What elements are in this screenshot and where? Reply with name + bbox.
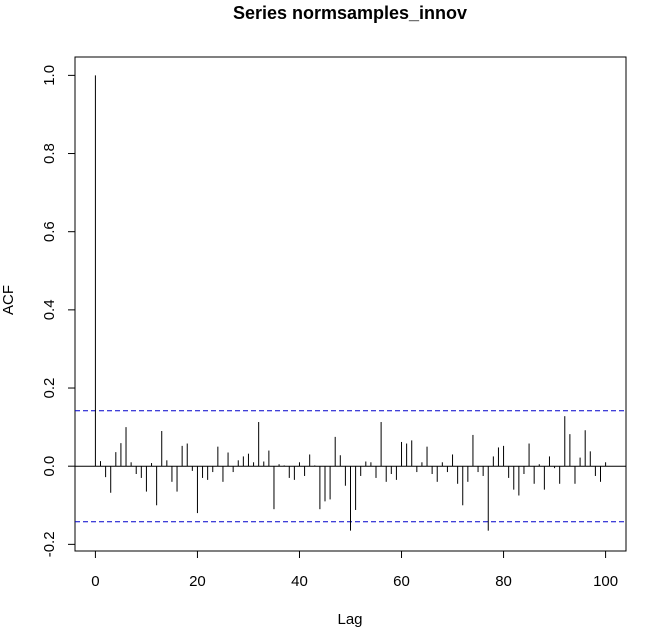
y-tick-label: 0.2	[41, 378, 58, 399]
y-axis-label: ACF	[0, 285, 17, 315]
y-tick-label: 0.4	[41, 299, 58, 320]
y-tick-label: 0.8	[41, 143, 58, 164]
x-tick-label: 60	[393, 573, 410, 590]
y-tick-label: -0.2	[41, 531, 58, 557]
x-axis-label: Lag	[337, 611, 362, 628]
plot-frame	[74, 56, 627, 552]
y-tick-label: 0.6	[41, 221, 58, 242]
x-tick-label: 0	[91, 573, 99, 590]
chart-title: Series normsamples_innov	[233, 3, 467, 23]
x-tick-label: 100	[593, 573, 618, 590]
y-tick-label: 0.0	[41, 456, 58, 477]
y-tick-label: 1.0	[41, 65, 58, 86]
x-tick-label: 20	[189, 573, 206, 590]
x-tick-label: 80	[495, 573, 512, 590]
x-tick-label: 40	[291, 573, 308, 590]
